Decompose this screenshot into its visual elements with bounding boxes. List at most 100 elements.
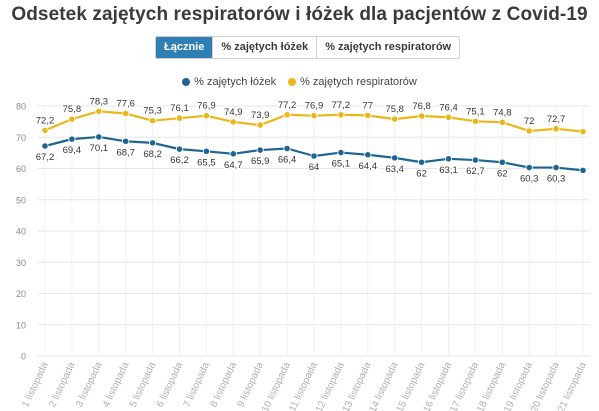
data-label-respirators: 76,4 [439,102,458,113]
data-point-respirators [444,113,453,121]
data-point-beds [498,158,506,166]
data-label-respirators: 74,9 [224,107,243,118]
x-tick-label: 5 listopada [128,360,159,409]
y-tick-label: 0 [21,352,26,362]
data-point-respirators [337,111,345,119]
data-label-beds: 69,4 [63,145,82,156]
data-point-respirators [149,117,157,125]
x-tick-label: 8 listopada [209,360,240,409]
x-tick-label: 15 listopada [395,360,428,411]
data-label-beds: 64,7 [224,160,243,171]
data-label-beds: 62,7 [466,166,485,177]
data-point-beds [202,147,210,155]
x-tick-label: 21 listopada [556,360,589,411]
data-label-beds: 65,9 [251,156,270,167]
data-label-respirators: 77,2 [332,100,351,111]
data-point-respirators [283,111,291,119]
x-tick-label: 14 listopada [368,360,401,411]
data-point-beds [444,155,453,163]
y-tick-label: 60 [16,164,26,174]
x-tick-label: 19 listopada [502,360,535,411]
data-point-respirators [122,109,130,118]
data-label-beds: 60,3 [520,174,539,185]
data-label-respirators: 72 [524,116,535,127]
data-label-beds: 64 [309,162,320,173]
data-point-beds [525,163,533,172]
data-label-respirators: 76,9 [197,101,216,112]
data-label-respirators: 75,8 [63,104,82,115]
y-tick-label: 70 [16,133,26,143]
x-tick-label: 9 listopada [236,360,267,409]
data-label-respirators: 75,1 [466,106,485,117]
data-label-beds: 66,2 [170,155,189,166]
data-point-beds [256,146,264,154]
data-label-beds: 68,2 [143,149,162,160]
x-tick-label: 10 listopada [260,360,293,411]
toggle-total-button[interactable]: Łącznie [156,37,213,58]
data-point-beds [68,135,76,143]
data-point-beds [417,158,426,166]
data-point-respirators [310,112,318,120]
legend-label-respirators: % zajętych respiratorów [300,76,417,88]
y-tick-label: 20 [16,289,26,299]
legend-item-beds[interactable]: % zajętych łóżek [182,76,276,88]
data-label-respirators: 75,8 [385,104,404,115]
data-point-beds [41,142,49,150]
x-tick-label: 2 listopada [47,360,78,409]
data-label-beds: 60,3 [547,174,566,185]
y-tick-label: 40 [16,227,26,237]
data-label-beds: 65,1 [332,159,351,170]
x-tick-label: 3 listopada [74,360,105,409]
data-point-beds [579,166,587,174]
data-label-beds: 70,1 [90,143,109,154]
data-point-beds [122,137,130,145]
data-label-respirators: 77,6 [116,99,135,110]
data-point-respirators [175,114,184,122]
view-toggle: Łącznie % zajętych łóżek % zajętych resp… [155,36,461,59]
y-tick-label: 10 [16,320,26,330]
data-point-respirators [256,121,264,129]
legend-marker-respirators [288,78,297,86]
data-label-respirators: 77 [363,100,374,111]
x-tick-label: 13 listopada [341,360,374,411]
data-point-respirators [417,112,426,120]
toggle-beds-button[interactable]: % zajętych łóżek [212,37,317,58]
toggle-respirators-button[interactable]: % zajętych respiratorów [316,37,460,58]
data-label-beds: 62 [416,168,427,179]
data-label-respirators: 73,9 [251,110,270,121]
data-point-respirators [471,117,479,125]
data-label-beds: 66,4 [278,155,297,166]
data-label-beds: 64,4 [359,161,378,172]
data-point-beds [552,163,560,172]
data-label-respirators: 77,2 [278,100,297,111]
data-label-beds: 67,2 [36,152,55,163]
x-tick-label: 20 listopada [529,360,562,411]
x-tick-label: 6 listopada [155,360,186,409]
data-point-respirators [525,127,533,135]
legend-marker-beds [182,78,191,86]
data-label-beds: 63,4 [385,164,404,175]
data-point-respirators [229,118,237,126]
x-tick-label: 7 listopada [182,360,213,409]
y-tick-label: 30 [16,258,26,268]
x-tick-label: 12 listopada [314,360,347,411]
data-point-respirators [95,107,103,115]
data-label-respirators: 75,3 [143,106,162,117]
data-label-respirators: 72,7 [547,114,566,125]
chart-legend: % zajętych łóżek % zajętych respiratorów [0,76,599,88]
data-point-beds [471,156,479,164]
data-point-beds [175,145,184,153]
legend-item-respirators[interactable]: % zajętych respiratorów [288,76,417,88]
data-label-respirators: 78,3 [90,96,109,107]
data-point-respirators [202,112,210,120]
data-point-beds [283,144,291,153]
data-label-respirators: 76,1 [170,103,189,114]
data-label-respirators: 76,8 [412,101,431,112]
data-label-beds: 65,5 [197,157,216,168]
data-point-beds [391,154,399,162]
legend-label-beds: % zajętych łóżek [194,76,277,88]
x-tick-label: 16 listopada [421,360,454,411]
data-point-respirators [68,115,76,123]
data-label-beds: 62 [497,168,508,179]
